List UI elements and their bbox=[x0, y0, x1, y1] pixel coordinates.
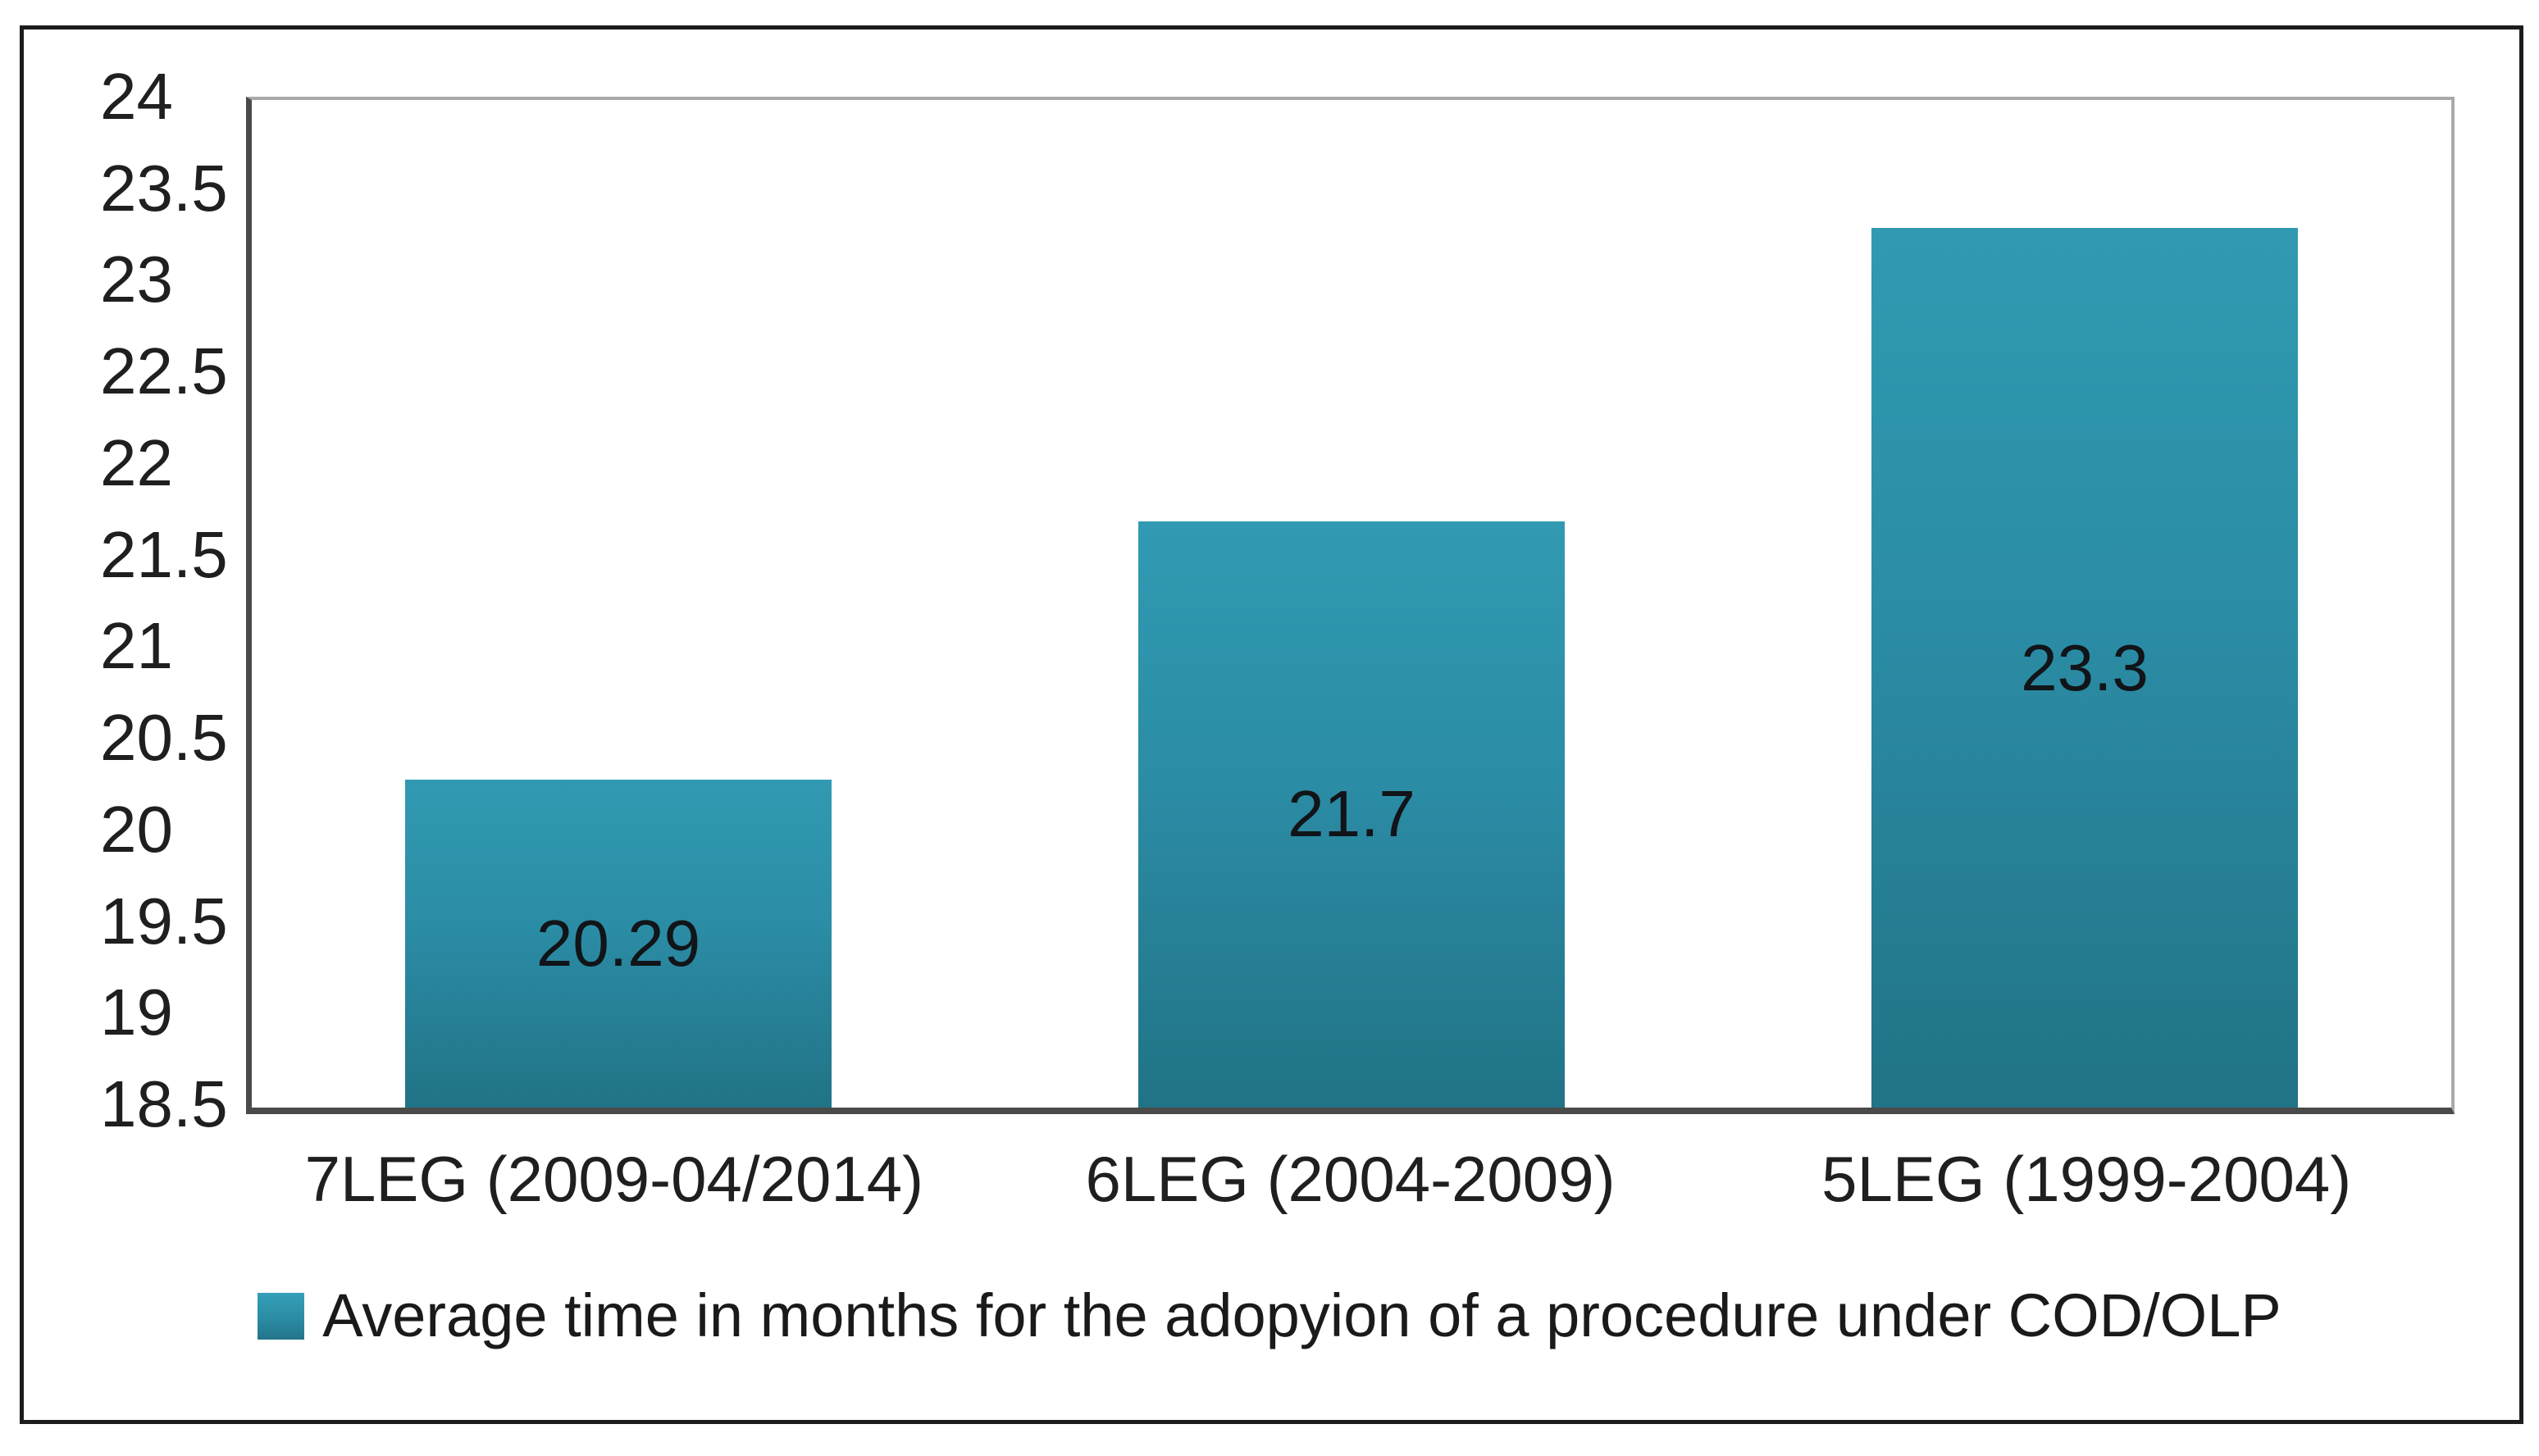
y-tick-label: 23 bbox=[100, 243, 173, 316]
y-tick-label: 21.5 bbox=[100, 517, 228, 591]
bar-5LEG (1999-2004): 23.3 bbox=[1871, 228, 2298, 1108]
y-tick-label: 19 bbox=[100, 976, 173, 1049]
bar-data-label: 23.3 bbox=[2021, 630, 2149, 704]
y-tick-label: 22 bbox=[100, 425, 173, 499]
bar-data-label: 21.7 bbox=[1288, 777, 1415, 851]
bar-6LEG (2004-2009): 21.7 bbox=[1138, 521, 1565, 1108]
x-category-label: 5LEG (1999-2004) bbox=[1821, 1143, 2352, 1215]
x-axis-category-labels: 7LEG (2009-04/2014) 6LEG (2004-2009) 5LEG … bbox=[246, 1141, 2455, 1218]
y-tick-label: 20 bbox=[100, 792, 173, 866]
y-tick-label: 24 bbox=[100, 60, 173, 133]
bars-container: 20.29 21.7 23.3 bbox=[252, 100, 2451, 1108]
legend: Average time in months for the adopyion … bbox=[49, 1285, 2490, 1346]
y-tick-label: 23.5 bbox=[100, 151, 228, 225]
x-category-label: 7LEG (2009-04/2014) bbox=[304, 1143, 924, 1215]
y-tick-label: 19.5 bbox=[100, 884, 228, 958]
bar-data-label: 20.29 bbox=[536, 907, 701, 981]
plot-area: 20.29 21.7 23.3 bbox=[246, 97, 2455, 1114]
y-tick-label: 18.5 bbox=[100, 1067, 228, 1140]
x-category-label: 6LEG (2004-2009) bbox=[1085, 1143, 1616, 1215]
legend-swatch-icon bbox=[258, 1292, 305, 1340]
bar-7LEG (2009-04/2014): 20.29 bbox=[405, 780, 832, 1108]
y-tick-label: 20.5 bbox=[100, 701, 228, 775]
y-tick-label: 21 bbox=[100, 609, 173, 683]
y-tick-label: 22.5 bbox=[100, 334, 228, 408]
legend-series-label: Average time in months for the adopyion … bbox=[322, 1281, 2281, 1349]
